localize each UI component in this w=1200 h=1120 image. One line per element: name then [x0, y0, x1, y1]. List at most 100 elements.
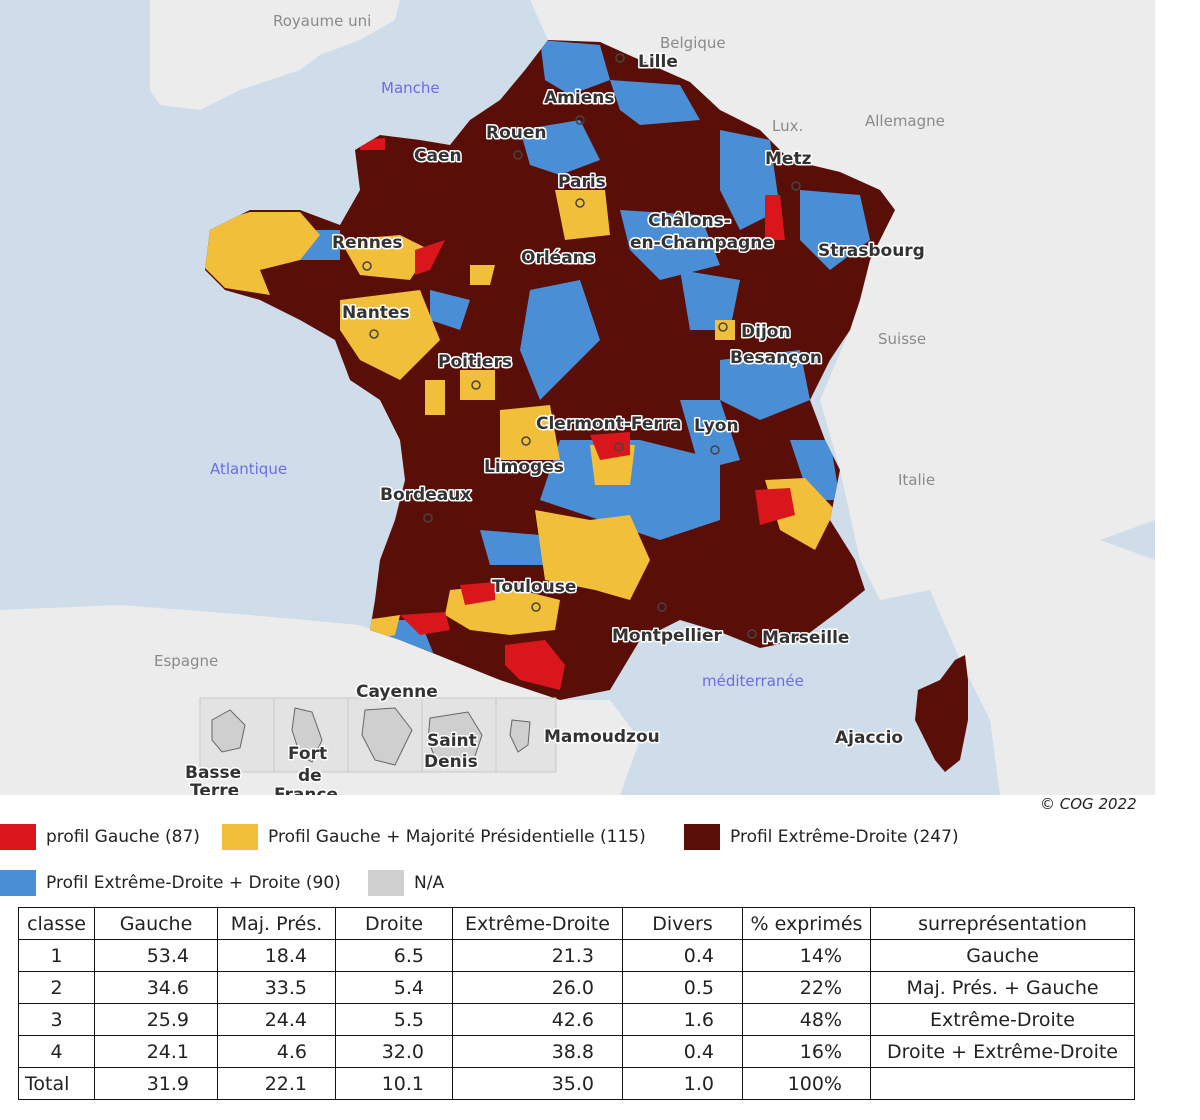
cell-maj-pres: 24.4 [217, 1003, 336, 1036]
legend-item-gauche-maj: Profil Gauche + Majorité Présidentielle … [222, 822, 646, 852]
cell-surrepresentation: Extrême-Droite [870, 1003, 1135, 1036]
city-markers [362, 53, 801, 639]
label-manche: Manche [381, 79, 440, 97]
cell-divers: 0.4 [622, 939, 743, 972]
region-red-grenoble [755, 488, 795, 525]
mayotte-shape [509, 719, 531, 753]
cell-pct-exprimes: 16% [742, 1035, 871, 1068]
cell-maj-pres: 4.6 [217, 1035, 336, 1068]
city-metz: Metz [765, 149, 812, 169]
header-extreme-droite: Extrême-Droite [452, 907, 623, 940]
legend-swatch-gauche-maj [222, 824, 258, 850]
italy-landmass [930, 540, 1155, 795]
marker-amiens [575, 115, 585, 125]
marker-lille [615, 53, 625, 63]
cell-surrepresentation: Gauche [870, 939, 1135, 972]
city-clermont: Clermont-Ferra [536, 414, 682, 434]
cell-surrepresentation: Droite + Extrême-Droite [870, 1035, 1135, 1068]
city-rennes: Rennes [332, 233, 402, 253]
cell-classe: 1 [18, 939, 95, 972]
city-chalons-1: Châlons- [648, 211, 731, 231]
cell-pct-exprimes: 22% [742, 971, 871, 1004]
cell-extreme-droite: 38.8 [452, 1035, 623, 1068]
city-fort-1: Fort [288, 744, 327, 764]
cell-gauche: 24.1 [94, 1035, 218, 1068]
legend-swatch-extreme-droite [684, 824, 720, 850]
header-pct-exprimes: % exprimés [742, 907, 871, 940]
region-blue-loire [430, 290, 470, 330]
region-blue-centre [520, 280, 600, 400]
region-yellow-nantes [340, 290, 440, 380]
legend-item-extreme-droite-droite: Profil Extrême-Droite + Droite (90) [0, 868, 341, 898]
city-montpellier: Montpellier [612, 626, 723, 646]
cell-gauche: 34.6 [94, 971, 218, 1004]
region-blue-bourgogne [680, 270, 740, 330]
cell-classe: Total [18, 1067, 95, 1100]
table-row: 1 53.4 18.4 6.5 21.3 0.4 14% Gauche [18, 939, 1135, 972]
cell-divers: 0.4 [622, 1035, 743, 1068]
guyane-shape [361, 707, 413, 766]
cell-gauche: 31.9 [94, 1067, 218, 1100]
legend-item-na: N/A [368, 868, 444, 898]
cell-gauche: 25.9 [94, 1003, 218, 1036]
header-surrepresentation: surreprésentation [870, 907, 1135, 940]
region-blue-jura [720, 350, 810, 420]
legend-label-extreme-droite-droite: Profil Extrême-Droite + Droite (90) [46, 873, 341, 893]
marker-rennes [362, 261, 372, 271]
copyright: © COG 2022 [1040, 795, 1137, 813]
cell-extreme-droite: 26.0 [452, 971, 623, 1004]
region-red-toulouse [460, 582, 495, 605]
city-paris: Paris [558, 172, 606, 192]
label-switzerland: Suisse [878, 330, 926, 348]
legend-swatch-na [368, 870, 404, 896]
table-row: 4 24.1 4.6 32.0 38.8 0.4 16% Droite + Ex… [18, 1035, 1135, 1068]
region-yellow-massif [535, 510, 650, 600]
legend-label-na: N/A [414, 873, 445, 893]
city-caen: Caen [414, 146, 462, 166]
header-gauche: Gauche [94, 907, 218, 940]
region-blue-auvergne [540, 440, 720, 540]
cell-maj-pres: 22.1 [217, 1067, 336, 1100]
cell-surrepresentation [870, 1067, 1135, 1100]
city-strasbourg: Strasbourg [818, 241, 925, 261]
marker-montpellier [657, 602, 667, 612]
marker-rouen [513, 150, 523, 160]
legend-label-gauche: profil Gauche (87) [46, 827, 200, 847]
map: Royaume uni Belgique Lux. Allemagne Suis… [0, 0, 1155, 795]
cell-maj-pres: 33.5 [217, 971, 336, 1004]
city-ajaccio: Ajaccio [835, 728, 903, 748]
label-uk: Royaume uni [273, 12, 371, 30]
city-fort-3: France [274, 785, 338, 795]
cell-droite: 6.5 [335, 939, 453, 972]
region-blue-alps [790, 440, 840, 500]
marker-poitiers [471, 380, 481, 390]
cell-classe: 2 [18, 971, 95, 1004]
city-chalons-2: en-Champagne [630, 233, 774, 253]
header-maj-pres: Maj. Prés. [217, 907, 336, 940]
cell-divers: 1.6 [622, 1003, 743, 1036]
marker-clermont [614, 442, 624, 452]
cell-gauche: 53.4 [94, 939, 218, 972]
table-row: 3 25.9 24.4 5.5 42.6 1.6 48% Extrême-Dro… [18, 1003, 1135, 1036]
city-poitiers: Poitiers [438, 352, 512, 372]
legend-label-gauche-maj: Profil Gauche + Majorité Présidentielle … [268, 827, 646, 847]
france-map-svg: Royaume uni Belgique Lux. Allemagne Suis… [0, 0, 1155, 795]
region-red-metz [765, 195, 785, 240]
city-basse-terre-2: Terre [190, 781, 239, 795]
cell-droite: 5.4 [335, 971, 453, 1004]
header-classe: classe [18, 907, 95, 940]
cell-divers: 1.0 [622, 1067, 743, 1100]
legend-swatch-extreme-droite-droite [0, 870, 36, 896]
city-dijon: Dijon [741, 322, 791, 342]
region-blue-alsace [800, 190, 870, 270]
region-blue-midi [480, 530, 545, 565]
city-fort-2: de [298, 766, 322, 786]
label-italy: Italie [898, 471, 935, 489]
city-nantes: Nantes [342, 303, 410, 323]
city-rouen: Rouen [486, 123, 547, 143]
region-yellow-bretagne [205, 212, 320, 295]
region-blue-picardie [610, 80, 700, 125]
cell-extreme-droite: 21.3 [452, 939, 623, 972]
legend-label-extreme-droite: Profil Extrême-Droite (247) [730, 827, 959, 847]
cell-divers: 0.5 [622, 971, 743, 1004]
